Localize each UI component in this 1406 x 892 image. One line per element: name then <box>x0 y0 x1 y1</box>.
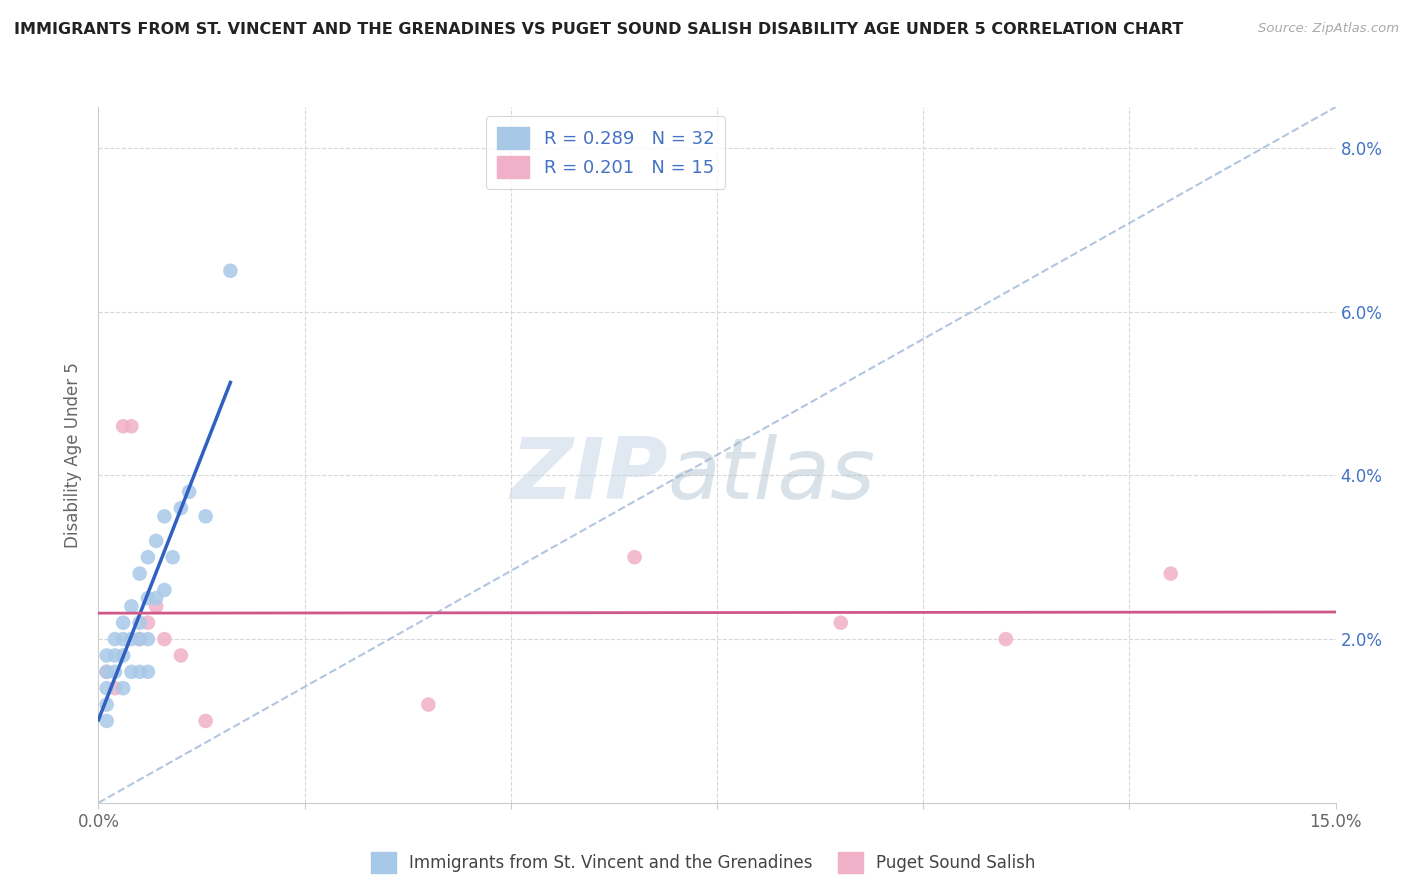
Point <box>120 419 142 434</box>
Point <box>194 714 217 728</box>
Legend: R = 0.289   N = 32, R = 0.201   N = 15: R = 0.289 N = 32, R = 0.201 N = 15 <box>486 116 725 189</box>
Point <box>112 681 135 696</box>
Point <box>104 648 127 663</box>
Text: atlas: atlas <box>668 434 876 517</box>
Point <box>1160 566 1182 581</box>
Point <box>145 599 167 614</box>
Point <box>170 501 193 516</box>
Point <box>994 632 1017 646</box>
Point <box>104 632 127 646</box>
Legend: Immigrants from St. Vincent and the Grenadines, Puget Sound Salish: Immigrants from St. Vincent and the Gren… <box>364 846 1042 880</box>
Point <box>128 632 150 646</box>
Point <box>96 714 118 728</box>
Point <box>179 484 201 499</box>
Point <box>153 509 176 524</box>
Point <box>136 665 159 679</box>
Text: IMMIGRANTS FROM ST. VINCENT AND THE GRENADINES VS PUGET SOUND SALISH DISABILITY : IMMIGRANTS FROM ST. VINCENT AND THE GREN… <box>14 22 1184 37</box>
Point <box>96 681 118 696</box>
Point <box>128 632 150 646</box>
Point <box>136 550 159 565</box>
Point <box>136 615 159 630</box>
Point <box>170 648 193 663</box>
Point <box>120 665 142 679</box>
Point <box>194 509 217 524</box>
Point <box>623 550 645 565</box>
Point <box>96 665 118 679</box>
Point <box>112 615 135 630</box>
Point <box>112 632 135 646</box>
Point <box>104 681 127 696</box>
Point <box>128 615 150 630</box>
Point <box>96 698 118 712</box>
Point <box>120 599 142 614</box>
Point <box>162 550 184 565</box>
Point <box>153 582 176 597</box>
Point <box>136 591 159 606</box>
Point <box>96 648 118 663</box>
Text: ZIP: ZIP <box>510 434 668 517</box>
Point <box>104 665 127 679</box>
Point <box>153 632 176 646</box>
Point <box>145 591 167 606</box>
Y-axis label: Disability Age Under 5: Disability Age Under 5 <box>65 362 83 548</box>
Point <box>120 632 142 646</box>
Point <box>128 665 150 679</box>
Point <box>136 632 159 646</box>
Point <box>112 648 135 663</box>
Point <box>418 698 440 712</box>
Point <box>219 264 242 278</box>
Text: Source: ZipAtlas.com: Source: ZipAtlas.com <box>1258 22 1399 36</box>
Point <box>112 419 135 434</box>
Point <box>96 665 118 679</box>
Point <box>830 615 852 630</box>
Point <box>128 566 150 581</box>
Point <box>145 533 167 548</box>
